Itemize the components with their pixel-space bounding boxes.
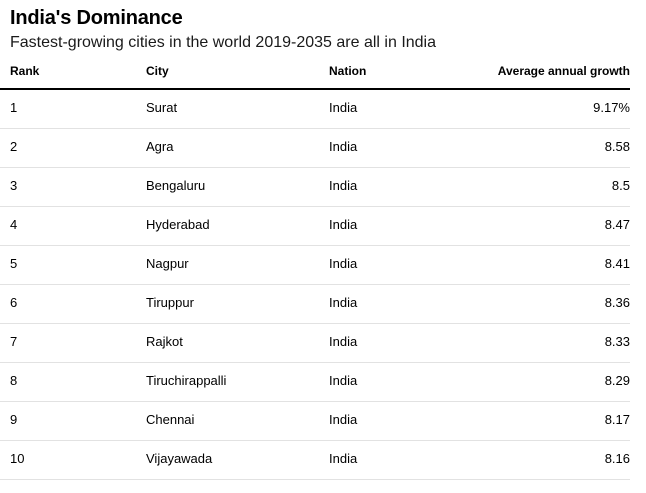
rank-cell: 3 bbox=[10, 178, 18, 193]
city-cell: Surat bbox=[146, 100, 178, 115]
chart-title: India's Dominance bbox=[10, 7, 183, 29]
city-cell: Nagpur bbox=[146, 256, 189, 271]
table-row: 10 Vijayawada India 8.16 bbox=[0, 441, 630, 480]
rank-cell: 10 bbox=[10, 451, 25, 466]
header-growth: Average annual growth bbox=[497, 64, 630, 78]
rank-cell: 2 bbox=[10, 139, 18, 154]
city-cell: Bengaluru bbox=[146, 178, 206, 193]
table-row: 6 Tiruppur India 8.36 bbox=[0, 285, 630, 324]
table-row: 4 Hyderabad India 8.47 bbox=[0, 207, 630, 246]
nation-cell: India bbox=[329, 373, 358, 388]
growth-cell: 8.36 bbox=[604, 295, 630, 310]
nation-cell: India bbox=[329, 256, 358, 271]
header-nation: Nation bbox=[329, 64, 367, 78]
growth-cell: 8.17 bbox=[604, 412, 630, 427]
city-cell: Tiruchirappalli bbox=[146, 373, 227, 388]
table-row: 9 Chennai India 8.17 bbox=[0, 402, 630, 441]
table-row: 8 Tiruchirappalli India 8.29 bbox=[0, 363, 630, 402]
table-row: 1 Surat India 9.17% bbox=[0, 90, 630, 129]
growth-cell: 8.47 bbox=[604, 217, 630, 232]
rank-cell: 4 bbox=[10, 217, 18, 232]
growth-cell: 8.58 bbox=[604, 139, 630, 154]
table-row: 2 Agra India 8.58 bbox=[0, 129, 630, 168]
rank-cell: 1 bbox=[10, 100, 18, 115]
table-row: 7 Rajkot India 8.33 bbox=[0, 324, 630, 363]
nation-cell: India bbox=[329, 295, 358, 310]
growth-cell: 8.41 bbox=[604, 256, 630, 271]
table-row: 3 Bengaluru India 8.5 bbox=[0, 168, 630, 207]
nation-cell: India bbox=[329, 451, 358, 466]
nation-cell: India bbox=[329, 412, 358, 427]
chart-subtitle: Fastest-growing cities in the world 2019… bbox=[10, 34, 437, 51]
city-cell: Rajkot bbox=[146, 334, 183, 349]
table-body: 1 Surat India 9.17% 2 Agra India 8.58 3 Bengaluru… bbox=[0, 90, 630, 480]
city-cell: Vijayawada bbox=[146, 451, 213, 466]
nation-cell: India bbox=[329, 178, 358, 193]
city-cell: Chennai bbox=[146, 412, 195, 427]
rank-cell: 6 bbox=[10, 295, 18, 310]
growth-cell: 8.33 bbox=[604, 334, 630, 349]
growth-cell: 8.16 bbox=[604, 451, 630, 466]
nation-cell: India bbox=[329, 100, 358, 115]
growth-cell: 8.5 bbox=[611, 178, 630, 193]
header-city: City bbox=[146, 64, 169, 78]
nation-cell: India bbox=[329, 217, 358, 232]
rank-cell: 5 bbox=[10, 256, 18, 271]
city-cell: Tiruppur bbox=[146, 295, 194, 310]
rank-cell: 7 bbox=[10, 334, 18, 349]
table-header-row: Rank City Nation Average annual growth bbox=[0, 58, 630, 90]
growth-cell: 8.29 bbox=[604, 373, 630, 388]
header-rank: Rank bbox=[10, 64, 40, 78]
city-cell: Hyderabad bbox=[146, 217, 210, 232]
growth-table: Rank City Nation Average annual growth 1… bbox=[0, 58, 630, 480]
nation-cell: India bbox=[329, 139, 358, 154]
rank-cell: 9 bbox=[10, 412, 18, 427]
city-cell: Agra bbox=[146, 139, 174, 154]
nation-cell: India bbox=[329, 334, 358, 349]
table-row: 5 Nagpur India 8.41 bbox=[0, 246, 630, 285]
rank-cell: 8 bbox=[10, 373, 18, 388]
growth-cell: 9.17% bbox=[593, 100, 630, 115]
